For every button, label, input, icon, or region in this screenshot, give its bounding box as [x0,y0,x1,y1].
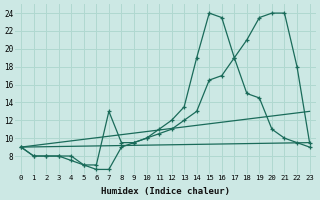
X-axis label: Humidex (Indice chaleur): Humidex (Indice chaleur) [101,187,230,196]
